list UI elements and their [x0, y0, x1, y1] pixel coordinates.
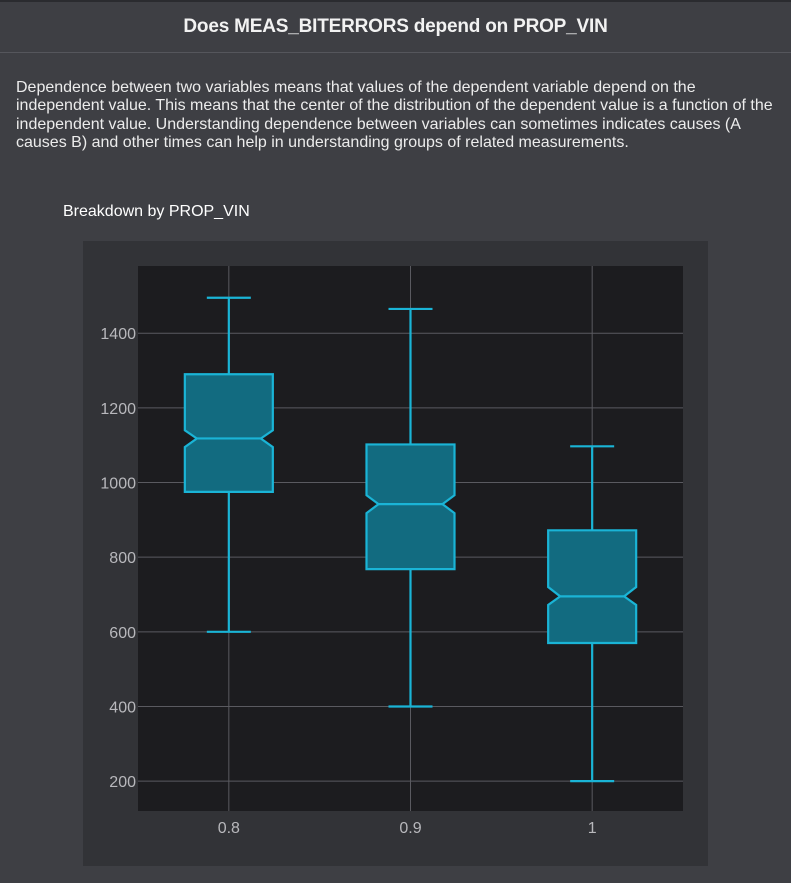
- box-body: [365, 443, 456, 571]
- x-tick-label: 1: [588, 820, 597, 837]
- x-tick-label: 0.9: [399, 820, 421, 837]
- y-tick-label: 400: [109, 699, 136, 716]
- y-tick-label: 800: [109, 550, 136, 567]
- chart-panel: 200 400 600 800 1000 1200 1400 0.8 0.9 1: [83, 241, 708, 866]
- page-title: Does MEAS_BITERRORS depend on PROP_VIN: [183, 16, 608, 37]
- box-body: [547, 529, 638, 645]
- top-rule: [0, 0, 791, 2]
- y-tick-label: 200: [109, 774, 136, 791]
- y-tick-label: 1200: [100, 401, 136, 418]
- box-body: [183, 373, 274, 493]
- title-divider: [0, 52, 791, 53]
- y-tick-label: 600: [109, 625, 136, 642]
- box-plot-chart: 200 400 600 800 1000 1200 1400 0.8 0.9 1: [100, 266, 683, 837]
- chart-subtitle: Breakdown by PROP_VIN: [63, 203, 250, 220]
- y-tick-label: 1400: [100, 326, 136, 343]
- description-text: Dependence between two variables means t…: [16, 79, 773, 152]
- x-tick-label: 0.8: [218, 820, 240, 837]
- y-tick-label: 1000: [100, 476, 136, 493]
